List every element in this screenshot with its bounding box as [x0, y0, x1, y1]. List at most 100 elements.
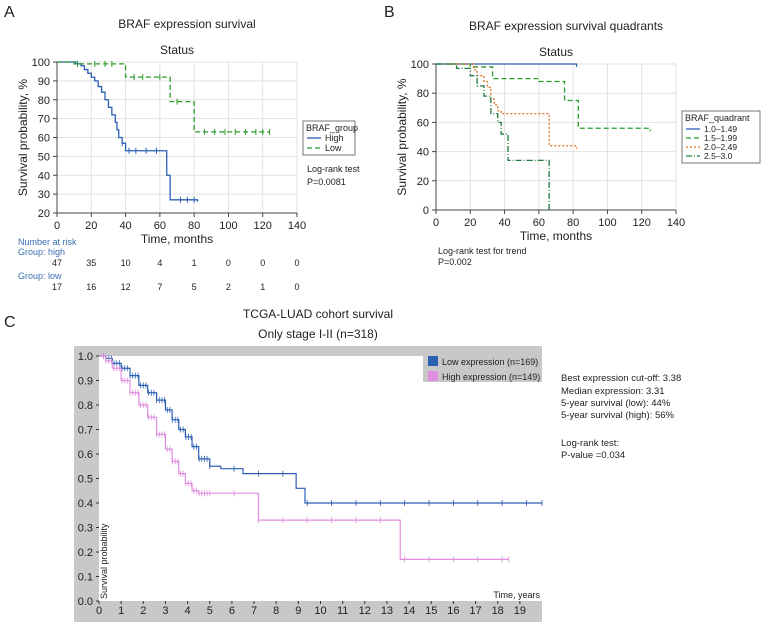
surv-low-text: 5-year survival (low): 44%: [561, 398, 671, 409]
plot-area: [99, 356, 542, 601]
logrank-label: Log-rank test:: [561, 438, 619, 449]
series-line-3: [436, 63, 550, 210]
risk-value: 7: [157, 282, 162, 292]
risk-value: 0: [294, 282, 299, 292]
x-tick-label: 0: [54, 220, 60, 232]
y-tick-label: 100: [411, 59, 429, 71]
legend-label-0: High: [325, 133, 344, 143]
y-tick-label: 0.3: [78, 523, 93, 535]
y-tick-label: 60: [38, 133, 50, 145]
chart-title: TCGA-LUAD cohort survival: [243, 307, 393, 321]
legend-swatch-0: [428, 356, 438, 366]
chart-c-tcga-luad: TCGA-LUAD cohort survival Only stage I-II…: [74, 307, 681, 622]
risk-value: 0: [226, 258, 231, 268]
legend-label-0: Low expression (n=169): [442, 357, 538, 367]
x-tick-label: 11: [337, 605, 348, 617]
x-tick-label: 120: [254, 220, 272, 232]
legend-label-1: High expression (n=149): [442, 372, 540, 382]
y-tick-label: 50: [38, 151, 50, 163]
panel-label-b: B: [384, 4, 395, 21]
y-tick-label: 40: [417, 147, 429, 159]
chart-title: BRAF expression survival: [118, 17, 255, 31]
y-axis-label: Survival probability, %: [395, 78, 409, 195]
y-tick-label: 0.5: [78, 474, 93, 486]
x-tick-label: 16: [447, 605, 459, 617]
y-tick-label: 0.2: [78, 547, 93, 559]
series-line-1: [57, 61, 270, 133]
chart-title: BRAF expression survival quadrants: [469, 19, 663, 33]
x-tick-label: 20: [464, 217, 476, 229]
risk-value: 10: [121, 258, 131, 268]
risk-row-label: Group: high: [18, 247, 65, 257]
series-line-2: [436, 63, 578, 149]
x-tick-label: 20: [85, 220, 97, 232]
risk-table-title: Number at risk: [18, 237, 77, 247]
y-tick-label: 90: [38, 76, 50, 88]
y-tick-label: 0: [423, 205, 429, 217]
legend-label-3: 2.5–3.0: [704, 151, 733, 161]
x-tick-label: 60: [533, 217, 545, 229]
x-tick-label: 140: [288, 220, 306, 232]
x-tick-label: 9: [295, 605, 301, 617]
x-axis-label: Time, months: [520, 229, 592, 243]
y-tick-label: 70: [38, 114, 50, 126]
x-tick-label: 8: [273, 605, 279, 617]
x-tick-label: 100: [219, 220, 237, 232]
y-tick-label: 60: [417, 117, 429, 129]
x-tick-label: 19: [514, 605, 526, 617]
y-tick-label: 30: [38, 189, 50, 201]
y-tick-label: 100: [32, 57, 50, 69]
chart-b-braf-quadrant: BRAF expression survival quadrants Status…: [395, 19, 761, 267]
x-tick-label: 0: [433, 217, 439, 229]
risk-value: 2: [226, 282, 231, 292]
legend-label-1: Low: [325, 143, 342, 153]
risk-value: 17: [52, 282, 62, 292]
risk-value: 35: [86, 258, 96, 268]
x-tick-label: 6: [229, 605, 235, 617]
logrank-label: Log-rank test for trend: [438, 246, 527, 256]
surv-high-text: 5-year survival (high): 56%: [561, 410, 675, 421]
p-value: P-value =0.034: [561, 450, 625, 461]
legend-box: [423, 350, 542, 382]
x-tick-label: 140: [667, 217, 685, 229]
chart-subtitle: Status: [539, 45, 573, 59]
x-tick-label: 18: [492, 605, 504, 617]
x-tick-label: 100: [598, 217, 616, 229]
series-line-1: [99, 355, 509, 560]
x-tick-label: 14: [403, 605, 415, 617]
x-tick-label: 15: [425, 605, 437, 617]
x-tick-label: 17: [469, 605, 481, 617]
risk-value: 5: [192, 282, 197, 292]
y-tick-label: 0.1: [78, 572, 93, 584]
cutoff-text: Best expression cut-off: 3.38: [561, 373, 681, 384]
x-tick-label: 2: [140, 605, 146, 617]
x-axis-label: Time, years: [493, 590, 540, 600]
risk-value: 47: [52, 258, 62, 268]
risk-value: 0: [260, 258, 265, 268]
x-tick-label: 5: [207, 605, 213, 617]
legend-label-2: 2.0–2.49: [704, 142, 737, 152]
x-tick-label: 13: [381, 605, 393, 617]
risk-value: 12: [121, 282, 131, 292]
legend-box: [681, 110, 761, 164]
y-tick-label: 20: [417, 176, 429, 188]
legend-swatch-1: [428, 371, 438, 381]
x-tick-label: 80: [188, 220, 200, 232]
chart-subtitle: Only stage I-II (n=318): [258, 327, 378, 341]
x-tick-label: 1: [118, 605, 124, 617]
legend-label-1: 1.5–1.99: [704, 133, 737, 143]
x-tick-label: 4: [185, 605, 191, 617]
y-tick-label: 0.7: [78, 425, 93, 437]
y-tick-label: 0.8: [78, 400, 93, 412]
x-tick-label: 10: [314, 605, 326, 617]
y-tick-label: 0.4: [78, 498, 93, 510]
series-line-0: [436, 63, 578, 67]
x-tick-label: 0: [96, 605, 102, 617]
x-tick-label: 80: [567, 217, 579, 229]
series-line-0: [57, 61, 199, 202]
y-tick-label: 0.0: [78, 596, 93, 608]
y-tick-label: 0.9: [78, 376, 93, 388]
risk-value: 4: [157, 258, 162, 268]
